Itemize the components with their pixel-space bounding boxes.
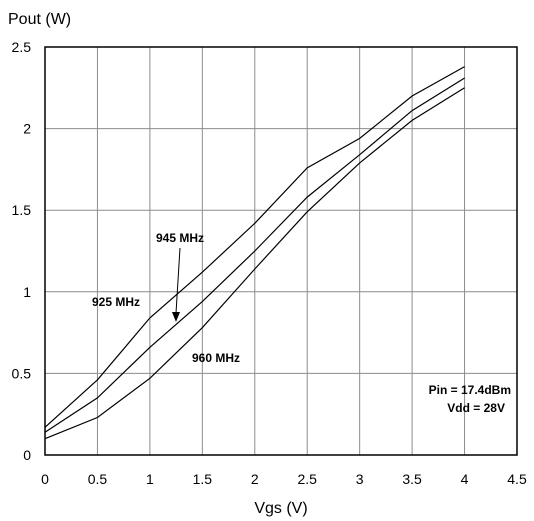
x-tick-label: 4.5 <box>507 471 527 487</box>
series-label-960: 960 MHz <box>192 351 240 365</box>
series-label-945-pointer <box>175 247 181 314</box>
x-tick-label: 0.5 <box>88 471 108 487</box>
pointer-arrowhead-icon <box>172 312 180 322</box>
y-tick-label: 1.5 <box>12 202 32 218</box>
x-tick-label: 0 <box>41 471 49 487</box>
plot-frame <box>44 46 518 456</box>
pin-annotation: Pin = 17.4dBm <box>429 383 511 397</box>
series-line-0 <box>44 66 465 428</box>
series-lines <box>44 66 465 440</box>
x-tick-label: 4 <box>461 471 469 487</box>
series-line-2 <box>44 87 465 440</box>
x-tick-label: 3 <box>356 471 364 487</box>
x-tick-label: 2 <box>251 471 259 487</box>
series-line-1 <box>44 77 465 433</box>
vdd-annotation: Vdd = 28V <box>447 401 505 415</box>
series-label-925: 925 MHz <box>92 295 140 309</box>
y-axis-title: Pout (W) <box>8 11 71 28</box>
x-tick-label: 1.5 <box>193 471 213 487</box>
y-tick-label: 2.5 <box>12 39 32 55</box>
x-axis-title: Vgs (V) <box>254 500 307 517</box>
x-tick-label: 1 <box>146 471 154 487</box>
grid <box>45 47 517 455</box>
y-tick-label: 1 <box>23 284 31 300</box>
series-label-945: 945 MHz <box>156 231 204 245</box>
y-tick-label: 0.5 <box>12 365 32 381</box>
x-tick-label: 2.5 <box>297 471 317 487</box>
y-tick-label: 0 <box>23 447 31 463</box>
x-tick-label: 3.5 <box>402 471 422 487</box>
y-tick-label: 2 <box>23 121 31 137</box>
tick-labels: 0 0.5 1 1.5 2 2.5 3 3.5 4 4.5 0 0.5 1 1.5 2 2.5 <box>12 39 527 487</box>
